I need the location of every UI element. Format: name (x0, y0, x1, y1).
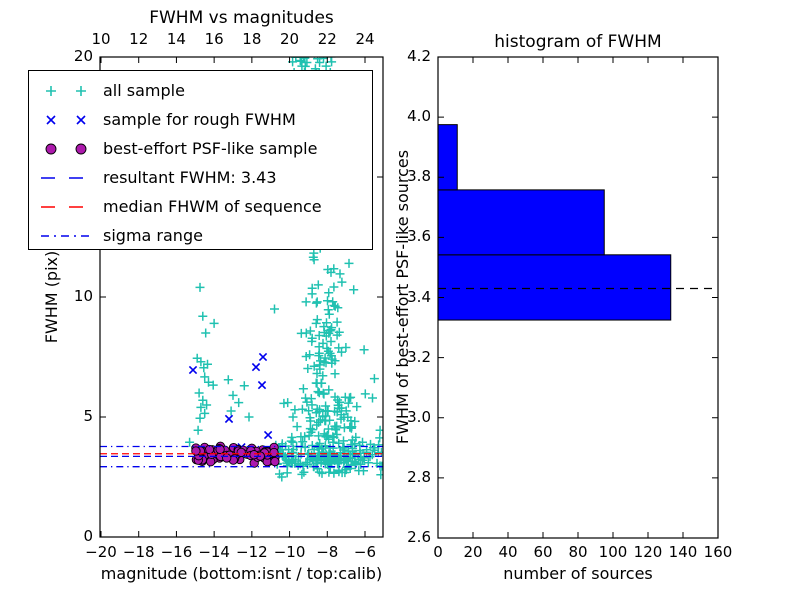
legend-item-label: resultant FWHM: 3.43 (103, 168, 277, 187)
left-top-x-tick-label: 24 (355, 30, 375, 48)
left-x-tick-label: −20 (85, 543, 117, 561)
right-x-tick-label: 100 (598, 543, 628, 561)
dashed-line-icon (41, 176, 91, 179)
histogram-bar (437, 189, 605, 256)
histogram-bar (437, 254, 672, 321)
legend-item-label: best-effort PSF-like sample (103, 139, 318, 158)
left-top-x-tick-label: 22 (317, 30, 337, 48)
left-plot-xlabel: magnitude (bottom:isnt / top:calib) (100, 564, 383, 583)
dashed-line-icon (41, 205, 91, 208)
legend-item-sigma-range: sigma range (29, 221, 372, 250)
right-y-tick-label: 2.8 (407, 467, 431, 486)
left-top-x-tick-label: 20 (280, 30, 300, 48)
right-x-tick-label: 160 (703, 543, 733, 561)
left-x-tick-label: −14 (198, 543, 230, 561)
legend-item-label: all sample (103, 81, 185, 100)
right-y-tick-label: 2.6 (407, 528, 431, 546)
legend-item-label: sigma range (103, 226, 203, 245)
left-y-tick-label: 5 (83, 407, 93, 425)
left-x-tick-label: −16 (160, 543, 193, 561)
left-x-tick-label: −8 (316, 543, 339, 561)
left-top-x-tick-label: 16 (204, 30, 224, 48)
right-x-tick-label: 140 (668, 543, 698, 561)
left-top-x-tick-label: 18 (242, 30, 262, 48)
histogram-bar (437, 124, 458, 191)
right-x-tick-label: 80 (568, 543, 588, 561)
right-plot-xlabel: number of sources (503, 564, 653, 583)
right-y-tick-label: 3.8 (407, 167, 431, 186)
psf-like-sample-scatter (191, 441, 280, 468)
right-x-tick-label: 20 (463, 543, 483, 561)
right-y-tick-label: 4.0 (407, 107, 431, 126)
legend: all sample sample for rough FWHM best-ef… (28, 70, 373, 250)
dashdot-line-icon (41, 234, 91, 237)
right-y-tick-label: 3.0 (407, 407, 431, 426)
left-x-tick-label: −6 (353, 543, 377, 561)
left-top-x-tick-label: 14 (166, 30, 186, 48)
left-y-tick-label: 10 (73, 287, 93, 305)
left-plot-title: FWHM vs magnitudes (149, 8, 334, 28)
left-top-x-tick-label: 12 (129, 30, 149, 48)
plus-marker-icon (46, 85, 86, 96)
right-plot-title: histogram of FWHM (494, 32, 662, 52)
legend-item-rough-fwhm-sample: sample for rough FWHM (29, 105, 372, 134)
legend-item-all-sample: all sample (29, 76, 372, 105)
fwhm-vs-magnitudes-plot (100, 57, 383, 482)
cross-marker-icon (46, 114, 86, 125)
circle-marker-icon (45, 143, 87, 154)
legend-item-label: sample for rough FWHM (103, 110, 296, 129)
right-y-tick-label: 4.2 (407, 47, 431, 65)
left-y-tick-label: 0 (83, 527, 93, 545)
legend-item-label: median FHWM of sequence (103, 197, 322, 216)
legend-item-median-fhwm: median FHWM of sequence (29, 192, 372, 221)
right-x-tick-label: 40 (498, 543, 518, 561)
left-x-tick-label: −10 (273, 543, 306, 561)
legend-item-psf-like-sample: best-effort PSF-like sample (29, 134, 372, 163)
right-x-tick-label: 60 (533, 543, 553, 561)
left-x-tick-label: −12 (236, 543, 268, 561)
left-x-tick-label: −18 (122, 543, 155, 561)
right-y-tick-label: 3.2 (407, 347, 431, 366)
left-y-tick-label: 20 (73, 47, 93, 65)
left-top-x-tick-label: 10 (91, 30, 111, 48)
histogram-of-fwhm-plot (437, 56, 719, 539)
legend-item-resultant-fwhm: resultant FWHM: 3.43 (29, 163, 372, 192)
right-y-tick-label: 3.6 (407, 227, 431, 246)
right-x-tick-label: 120 (633, 543, 663, 561)
right-y-tick-label: 3.4 (407, 287, 431, 306)
right-x-tick-label: 0 (433, 543, 443, 561)
